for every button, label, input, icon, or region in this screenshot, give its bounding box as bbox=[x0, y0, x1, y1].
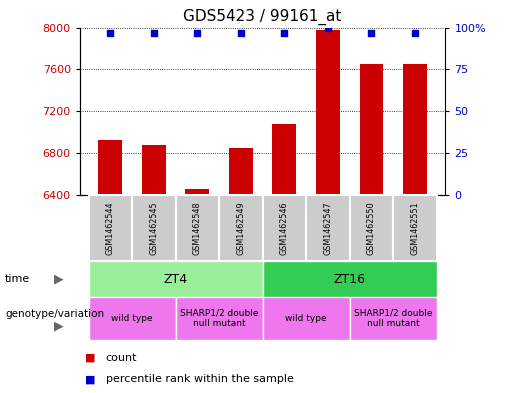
Bar bbox=[263, 195, 306, 261]
Bar bbox=[306, 195, 350, 261]
Text: GSM1462548: GSM1462548 bbox=[193, 201, 202, 255]
Text: GSM1462549: GSM1462549 bbox=[236, 201, 245, 255]
Point bbox=[280, 29, 288, 36]
Bar bbox=[176, 297, 263, 340]
Text: SHARP1/2 double
null mutant: SHARP1/2 double null mutant bbox=[180, 309, 259, 328]
Text: ▶: ▶ bbox=[55, 272, 64, 286]
Bar bbox=[263, 261, 437, 297]
Point bbox=[106, 29, 114, 36]
Bar bbox=[185, 189, 209, 195]
Point bbox=[237, 29, 245, 36]
Title: GDS5423 / 99161_at: GDS5423 / 99161_at bbox=[183, 9, 342, 25]
Text: time: time bbox=[5, 274, 30, 284]
Text: percentile rank within the sample: percentile rank within the sample bbox=[106, 374, 294, 384]
Bar bbox=[132, 195, 176, 261]
Bar bbox=[272, 123, 297, 195]
Text: GSM1462545: GSM1462545 bbox=[149, 201, 158, 255]
Text: wild type: wild type bbox=[285, 314, 327, 323]
Text: GSM1462546: GSM1462546 bbox=[280, 201, 289, 255]
Bar bbox=[350, 195, 393, 261]
Text: ZT4: ZT4 bbox=[164, 272, 187, 286]
Bar bbox=[89, 195, 132, 261]
Text: ▶: ▶ bbox=[55, 320, 64, 333]
Text: GSM1462551: GSM1462551 bbox=[410, 201, 420, 255]
Bar bbox=[263, 297, 350, 340]
Bar bbox=[229, 147, 253, 195]
Text: ■: ■ bbox=[85, 374, 95, 384]
Text: count: count bbox=[106, 353, 137, 363]
Point bbox=[411, 29, 419, 36]
Bar bbox=[98, 140, 122, 195]
Text: SHARP1/2 double
null mutant: SHARP1/2 double null mutant bbox=[354, 309, 433, 328]
Text: ■: ■ bbox=[85, 353, 95, 363]
Bar bbox=[359, 64, 384, 195]
Bar bbox=[350, 297, 437, 340]
Bar bbox=[219, 195, 263, 261]
Text: GSM1462544: GSM1462544 bbox=[106, 201, 115, 255]
Text: GSM1462547: GSM1462547 bbox=[323, 201, 333, 255]
Bar bbox=[316, 29, 340, 195]
Point bbox=[367, 29, 375, 36]
Point bbox=[193, 29, 201, 36]
Text: GSM1462550: GSM1462550 bbox=[367, 201, 376, 255]
Bar bbox=[142, 145, 166, 195]
Bar bbox=[89, 261, 263, 297]
Bar bbox=[176, 195, 219, 261]
Point bbox=[150, 29, 158, 36]
Text: ZT16: ZT16 bbox=[334, 272, 366, 286]
Point bbox=[324, 24, 332, 31]
Bar bbox=[393, 195, 437, 261]
Text: genotype/variation: genotype/variation bbox=[5, 309, 104, 320]
Bar bbox=[403, 64, 427, 195]
Bar bbox=[89, 297, 176, 340]
Text: wild type: wild type bbox=[111, 314, 153, 323]
